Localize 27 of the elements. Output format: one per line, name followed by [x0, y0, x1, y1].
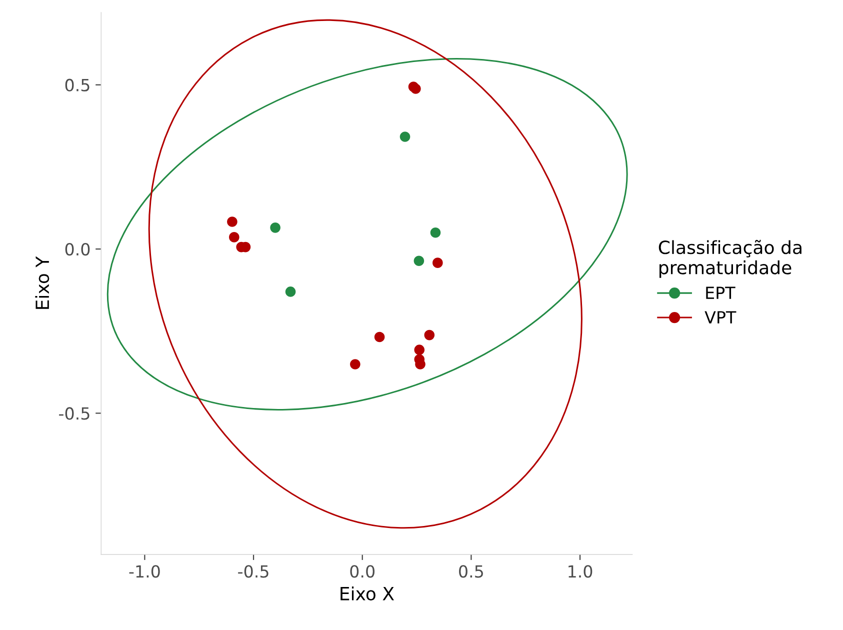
x-tick-label: 0.5 — [459, 565, 483, 578]
y-tick-label: 0.5 — [65, 78, 90, 92]
x-tick-label: 0.0 — [350, 565, 374, 578]
x-tick-label: -0.5 — [238, 565, 268, 578]
legend-label: EPT — [706, 286, 736, 299]
y-axis-title: Eixo Y — [35, 256, 50, 309]
y-tick-label: 0.0 — [65, 242, 90, 256]
point — [432, 258, 443, 268]
y-tick-label: -0.5 — [59, 407, 90, 420]
x-axis-title: Eixo X — [340, 586, 394, 600]
point — [229, 232, 240, 242]
point — [410, 84, 421, 94]
legend-label: VPT — [704, 311, 736, 324]
point — [415, 359, 426, 370]
point — [400, 132, 410, 142]
point — [285, 286, 296, 297]
x-tick-label: 1.0 — [568, 565, 592, 578]
legend-title: Classificação da prematuridade — [658, 240, 802, 278]
point — [374, 332, 385, 342]
point — [227, 216, 238, 227]
point — [430, 227, 441, 238]
point — [424, 330, 435, 340]
point — [350, 359, 360, 370]
point — [414, 344, 425, 355]
point — [270, 222, 280, 233]
point — [414, 256, 424, 266]
x-tick-label: -1.0 — [129, 565, 160, 578]
